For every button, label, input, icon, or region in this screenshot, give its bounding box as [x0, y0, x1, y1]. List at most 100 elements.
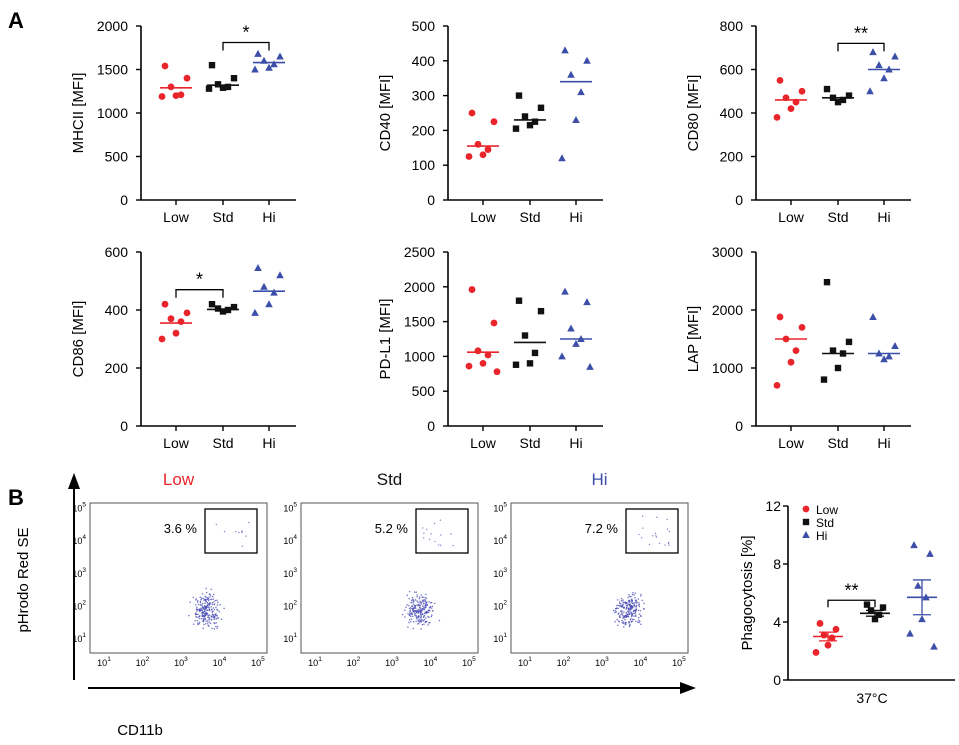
y-tick-label: 101 — [283, 632, 297, 644]
event-dot — [640, 623, 642, 626]
gate-percentage: 7.2 % — [585, 521, 619, 536]
event-dot — [424, 604, 426, 607]
event-dot — [623, 626, 625, 628]
event-dot — [409, 615, 412, 617]
event-dot — [626, 610, 629, 612]
gate-percentage: 3.6 % — [164, 521, 198, 536]
event-dot — [423, 599, 425, 601]
event-dot — [643, 602, 645, 604]
phago-point-hi — [906, 629, 914, 637]
data-point-low — [183, 74, 191, 82]
flow-plot-hi: Hi 101 101 102 102 103 103 104 104 105 105 7.2 % — [493, 470, 689, 668]
data-point-std — [512, 361, 520, 368]
phago-y-tick-label: 0 — [773, 672, 781, 688]
event-dot — [198, 621, 201, 623]
event-dot — [421, 623, 424, 626]
event-dot — [208, 602, 210, 605]
data-point-std — [823, 85, 831, 93]
event-dot — [617, 613, 619, 615]
x-tick-exponent: 5 — [261, 656, 265, 663]
data-point-low — [172, 92, 180, 99]
event-dot — [202, 606, 204, 609]
data-point-hi — [254, 49, 262, 57]
event-dot — [197, 613, 199, 616]
x-tick-label: Low — [470, 435, 497, 451]
event-dot — [192, 623, 195, 625]
x-tick-exponent: 3 — [395, 656, 399, 663]
y-tick-exponent: 1 — [82, 632, 86, 639]
scatter-chart-cd86: 0 200 400 600 Low Std Hi CD86 [MFI] * — [70, 244, 296, 451]
event-dot — [200, 618, 203, 620]
event-dot — [627, 596, 629, 599]
y-tick-exponent: 1 — [293, 632, 297, 639]
event-dot — [423, 612, 426, 615]
data-point-std — [208, 301, 216, 308]
scatter-chart-cd40: 0 100 200 300 400 500 Low Std Hi CD40 [MFI] — [377, 18, 603, 225]
y-tick-exponent: 5 — [82, 502, 86, 509]
y-tick-label: 104 — [283, 534, 297, 546]
flow-plot-frame — [510, 502, 689, 654]
event-dot — [213, 608, 216, 611]
event-dot — [420, 594, 422, 596]
data-point-low — [158, 93, 166, 100]
x-tick-label: 105 — [672, 656, 686, 668]
event-dot — [419, 602, 421, 604]
significance-bracket — [837, 42, 885, 52]
event-dot — [632, 592, 634, 594]
data-point-std — [219, 84, 227, 91]
data-point-low — [773, 382, 781, 389]
data-point-std — [531, 349, 539, 357]
event-dot — [195, 599, 197, 601]
event-dot — [418, 618, 421, 621]
gated-event-dot — [667, 542, 670, 545]
event-dot — [203, 612, 205, 615]
event-dot — [624, 615, 626, 617]
data-point-std — [845, 338, 853, 346]
event-dot — [206, 601, 208, 604]
gated-event-dot — [433, 522, 436, 525]
event-dot — [635, 608, 638, 610]
event-dot — [196, 619, 199, 622]
data-point-hi — [572, 115, 580, 123]
gated-event-dot — [235, 530, 237, 533]
event-dot — [623, 611, 625, 613]
data-point-hi — [276, 271, 284, 279]
phago-point-hi — [926, 549, 934, 557]
x-tick-label: Low — [163, 209, 190, 225]
event-dot — [202, 608, 205, 610]
event-dot — [410, 620, 412, 623]
event-dot — [214, 599, 217, 602]
event-dot — [216, 604, 219, 606]
y-tick-label: 200 — [412, 122, 436, 138]
legend-marker-hi — [802, 531, 810, 538]
event-dot — [628, 611, 630, 613]
event-dot — [414, 614, 416, 617]
event-dot — [199, 604, 202, 606]
event-dot — [625, 601, 628, 604]
event-dot — [213, 618, 216, 620]
event-dot — [210, 615, 213, 617]
event-dot — [411, 605, 414, 607]
scatter-chart-pd-l1: 0 500 1000 1500 2000 2500 Low Std Hi PD-L1 [MFI] — [377, 244, 603, 451]
event-dot — [205, 620, 207, 622]
event-dot — [628, 612, 631, 615]
y-tick-label: 300 — [412, 88, 436, 104]
event-dot — [617, 624, 619, 626]
y-tick-label: 102 — [283, 599, 297, 611]
event-dot — [409, 611, 411, 613]
data-point-std — [219, 308, 227, 315]
data-point-low — [167, 83, 175, 91]
phago-point-std — [871, 615, 879, 623]
event-dot — [199, 601, 202, 604]
event-dot — [638, 603, 641, 606]
event-dot — [213, 628, 216, 630]
event-dot — [213, 603, 216, 605]
event-dot — [629, 595, 631, 598]
event-dot — [204, 600, 207, 602]
gated-event-dot — [668, 530, 671, 533]
y-tick-label: 2000 — [712, 302, 743, 318]
data-point-hi — [583, 56, 591, 64]
y-tick-label: 400 — [412, 53, 436, 69]
event-dot — [628, 602, 630, 604]
event-dot — [627, 599, 630, 602]
